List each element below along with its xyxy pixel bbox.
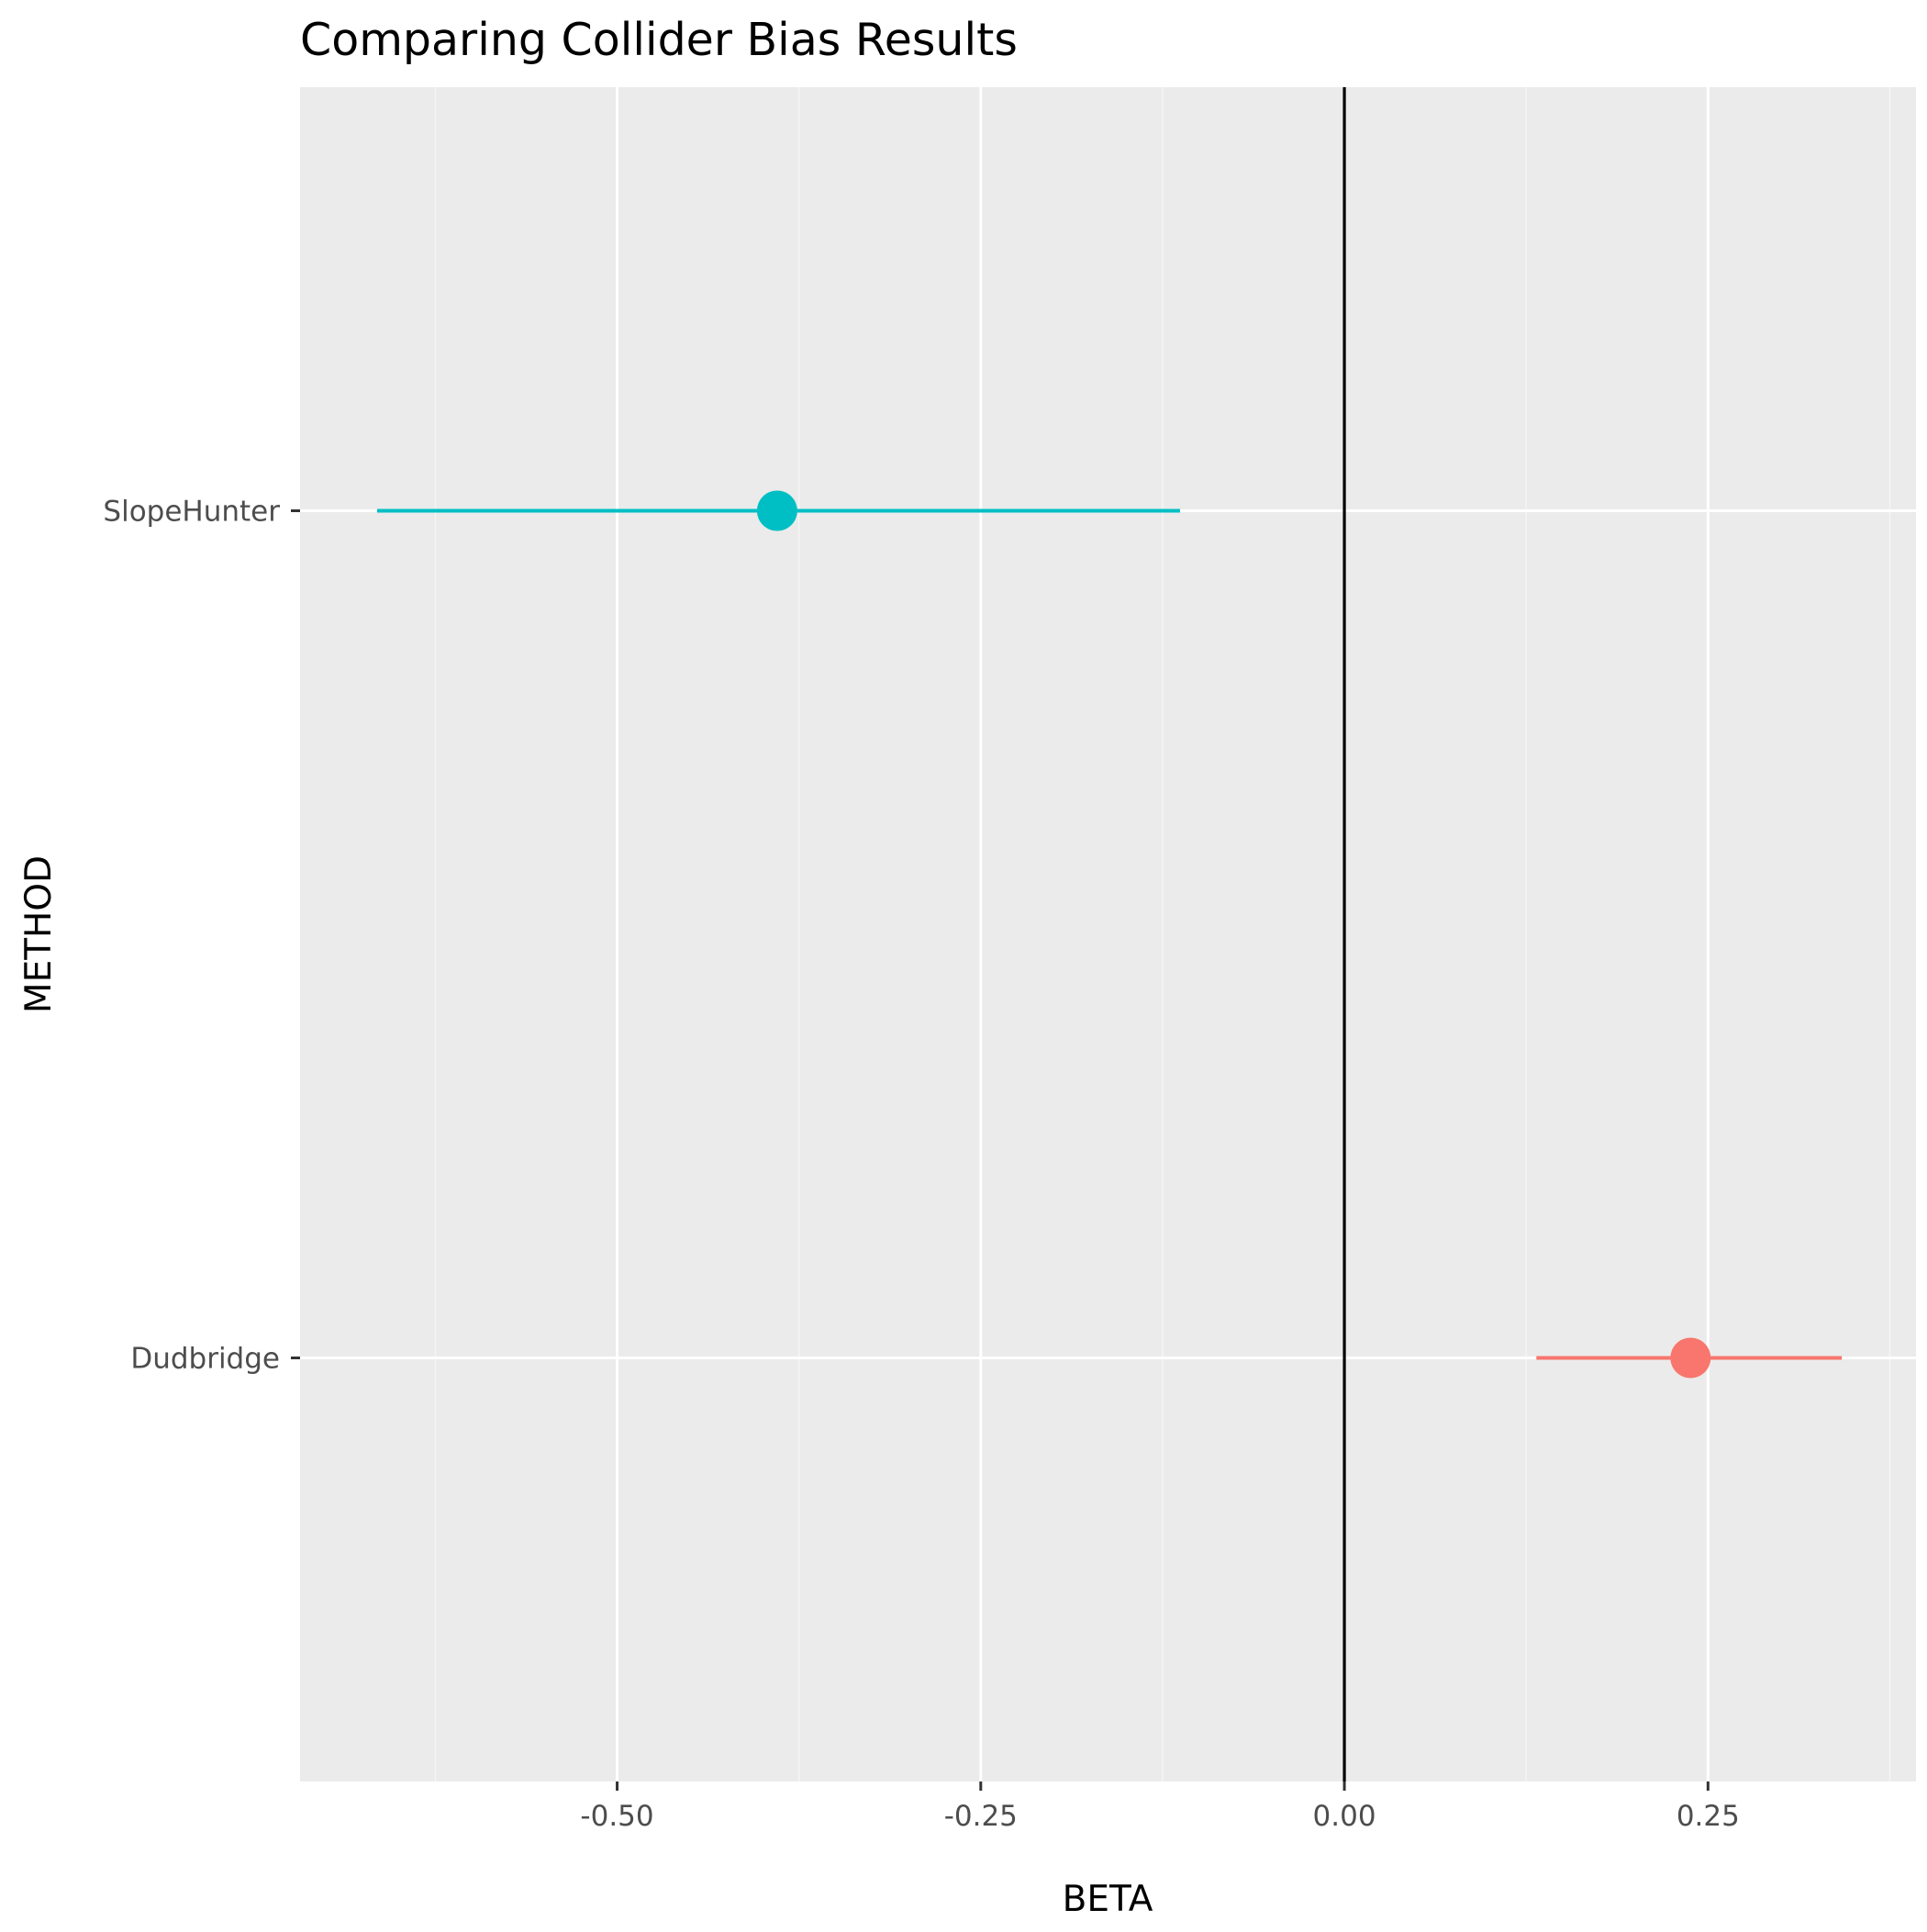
x-tick-label: 0.00 xyxy=(1313,1800,1376,1833)
plot-panel xyxy=(300,87,1916,1781)
x-tick-label: -0.25 xyxy=(944,1800,1018,1833)
y-axis-title: METHOD xyxy=(18,855,60,1013)
y-tick-label: SlopeHunter xyxy=(103,496,280,529)
point-slopehunter xyxy=(756,490,797,531)
data-marks xyxy=(377,490,1843,1379)
grid-lines xyxy=(300,87,1916,1781)
y-axis: SlopeHunter Dudbridge xyxy=(103,496,300,1376)
x-axis: -0.50 -0.25 0.00 0.25 xyxy=(580,1781,1740,1833)
x-axis-title: BETA xyxy=(1063,1879,1153,1920)
x-tick-label: -0.50 xyxy=(580,1800,653,1833)
y-tick-label: Dudbridge xyxy=(130,1343,280,1376)
point-dudbridge xyxy=(1670,1337,1711,1379)
x-tick-label: 0.25 xyxy=(1676,1800,1740,1833)
chart-title: Comparing Collider Bias Results xyxy=(300,14,1018,66)
